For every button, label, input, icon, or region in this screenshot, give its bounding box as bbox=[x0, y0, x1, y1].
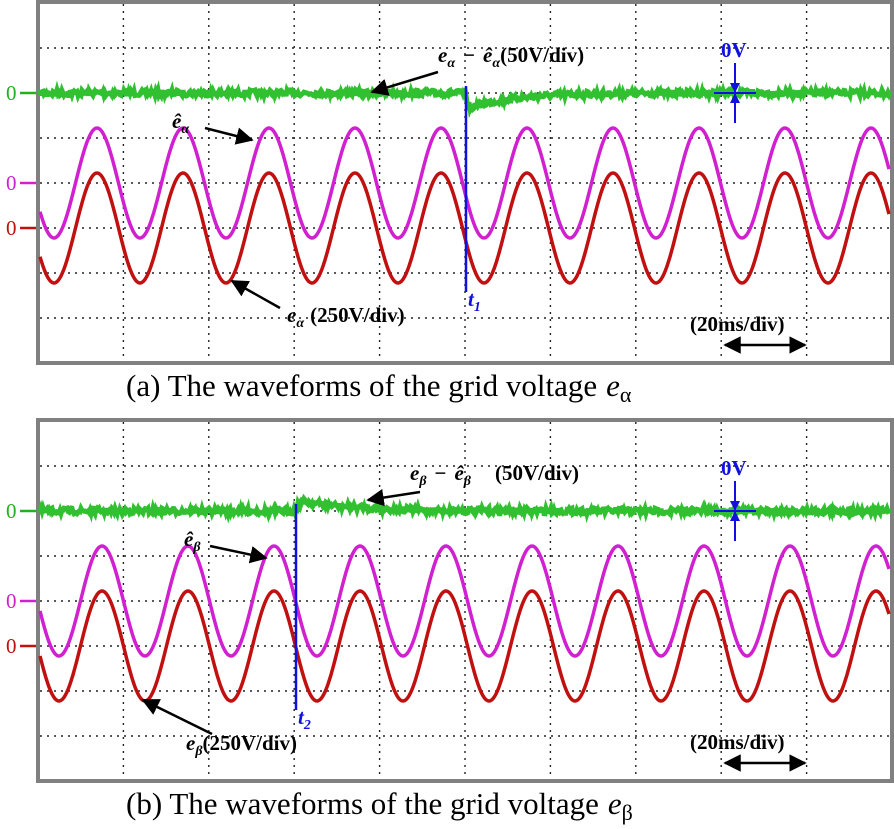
arrow bbox=[209, 544, 268, 564]
arrow bbox=[366, 488, 421, 507]
difference-label: eβ − êβ (50V/div) bbox=[410, 461, 579, 489]
waveform bbox=[37, 493, 893, 524]
label-part: α bbox=[296, 316, 304, 331]
label-part: (250V/div) bbox=[310, 303, 405, 327]
estimate-label: êα bbox=[172, 109, 189, 137]
difference-label: eα − êα(50V/div) bbox=[438, 43, 584, 71]
time-scale: (20ms/div) bbox=[690, 730, 785, 754]
signal-label: eα (250V/div) bbox=[287, 303, 405, 331]
label-part: α bbox=[492, 56, 500, 71]
zero-label: 0 bbox=[6, 216, 17, 240]
label-part: e bbox=[438, 43, 447, 67]
label-part: ê bbox=[184, 527, 194, 551]
label-part: β bbox=[192, 540, 201, 555]
label-part: e bbox=[186, 731, 195, 755]
label-part: β bbox=[463, 474, 472, 489]
label-part: − bbox=[435, 461, 447, 485]
label-part: ê bbox=[172, 109, 182, 133]
arrow bbox=[370, 70, 439, 96]
label-part: β bbox=[194, 744, 203, 759]
zero-label: 0 bbox=[6, 589, 17, 613]
label-part: (b) The waveforms of the grid voltage bbox=[126, 786, 599, 821]
zero-label: 0 bbox=[6, 171, 17, 195]
arrow bbox=[141, 698, 213, 736]
offset-label: 0V bbox=[721, 38, 747, 62]
label-part: 2 bbox=[303, 718, 311, 733]
caption: (a) The waveforms of the grid voltage eα bbox=[126, 368, 632, 407]
label-part: (250V/div) bbox=[203, 731, 298, 755]
estimate-label: êβ bbox=[184, 527, 201, 555]
offset-label: 0V bbox=[721, 456, 747, 480]
label-part: α bbox=[620, 382, 632, 407]
waveform bbox=[38, 544, 891, 658]
label-part: t bbox=[468, 287, 475, 311]
label-part: ê bbox=[483, 43, 493, 67]
label-part: (50V/div) bbox=[495, 461, 579, 485]
waveform bbox=[38, 171, 891, 285]
label-part: (50V/div) bbox=[500, 43, 584, 67]
zero-label: 0 bbox=[6, 499, 17, 523]
label-part: t bbox=[298, 705, 305, 729]
label-part: e bbox=[287, 303, 296, 327]
label-part: ê bbox=[454, 461, 464, 485]
scope-frame bbox=[36, 418, 894, 783]
signal-label: eβ(250V/div) bbox=[186, 731, 297, 759]
time-scale: (20ms/div) bbox=[690, 312, 785, 336]
zero-label: 0 bbox=[6, 634, 17, 658]
arrow bbox=[230, 279, 281, 310]
zero-label: 0 bbox=[6, 81, 17, 105]
waveform bbox=[38, 589, 891, 703]
label-part: α bbox=[447, 56, 455, 71]
label-part: e bbox=[606, 368, 620, 403]
arrow bbox=[204, 126, 254, 145]
time-marker: t2 bbox=[298, 705, 311, 733]
label-part: 1 bbox=[474, 300, 481, 315]
label-part: β bbox=[418, 474, 427, 489]
label-part: (a) The waveforms of the grid voltage bbox=[126, 368, 597, 403]
label-part: − bbox=[463, 43, 475, 67]
label-part: β bbox=[622, 800, 633, 825]
caption: (b) The waveforms of the grid voltage eβ bbox=[126, 786, 633, 825]
label-part: e bbox=[608, 786, 622, 821]
label-part: α bbox=[181, 122, 189, 137]
time-marker: t1 bbox=[468, 287, 481, 315]
waveform bbox=[38, 126, 891, 240]
label-part: e bbox=[410, 461, 419, 485]
